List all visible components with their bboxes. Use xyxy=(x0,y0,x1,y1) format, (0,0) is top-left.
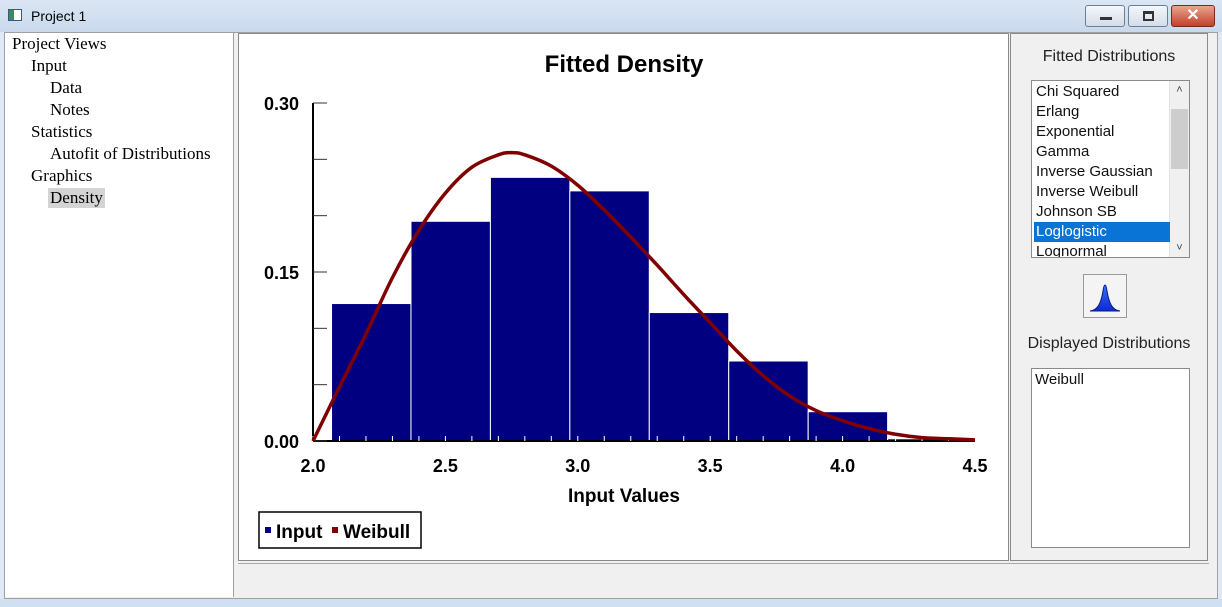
list-item[interactable]: Inverse Weibull xyxy=(1036,183,1139,200)
tree-item-graphics[interactable]: Graphics xyxy=(31,166,93,185)
y-tick-label: 0.00 xyxy=(264,432,299,452)
list-item[interactable]: Loglogistic xyxy=(1034,222,1170,242)
tree-item-input[interactable]: Input xyxy=(31,56,67,75)
x-tick-label: 4.0 xyxy=(830,456,855,476)
minimize-icon xyxy=(1100,17,1112,20)
x-tick-label: 2.5 xyxy=(433,456,458,476)
list-item[interactable]: Erlang xyxy=(1036,103,1080,120)
x-tick-label: 2.0 xyxy=(300,456,325,476)
chart-title: Fitted Density xyxy=(545,51,704,78)
maximize-button[interactable] xyxy=(1128,5,1168,27)
list-item[interactable]: Weibull xyxy=(1035,371,1084,388)
histogram-bar xyxy=(569,190,650,442)
maximize-icon xyxy=(1143,11,1154,21)
minimize-button[interactable] xyxy=(1085,5,1125,27)
tree-item-notes[interactable]: Notes xyxy=(50,100,90,119)
list-item[interactable]: Johnson SB xyxy=(1036,203,1117,220)
distributions-panel: Fitted Distributions ˄ ˅ Chi Squared Erla… xyxy=(1010,33,1208,561)
x-tick-label: 3.0 xyxy=(565,456,590,476)
legend-box xyxy=(258,511,422,549)
density-chart: Fitted Density 0.00 0.15 0.30 2.0 2.5 3.0 3.5 4.… xyxy=(258,51,988,549)
tree-item-autofit-of-distributions[interactable]: Autofit of Distributions xyxy=(50,144,211,163)
density-chart-panel: Fitted Density 0.00 0.15 0.30 2.0 2.5 3.0 3.5 4.… xyxy=(238,33,1009,561)
window-title-bar: Project 1 ✕ xyxy=(0,0,1222,32)
fitted-list-scrollbar[interactable]: ˄ ˅ xyxy=(1169,81,1189,257)
list-item[interactable]: Chi Squared xyxy=(1036,83,1120,100)
list-item[interactable]: Gamma xyxy=(1036,143,1090,160)
histogram-bar xyxy=(648,312,730,442)
legend-label-input: Input xyxy=(276,522,323,543)
legend-label-weibull: Weibull xyxy=(343,522,410,543)
project-views-tree: Project Views Input Data Notes Statistics Aut… xyxy=(5,33,234,597)
displayed-distributions-label: Displayed Distributions xyxy=(1027,335,1191,352)
tree-item-statistics[interactable]: Statistics xyxy=(31,122,93,141)
list-item[interactable]: Lognormal xyxy=(1036,243,1107,258)
close-icon: ✕ xyxy=(1186,7,1200,24)
list-item[interactable]: Exponential xyxy=(1036,123,1115,140)
scroll-thumb[interactable] xyxy=(1171,109,1188,169)
tree-item-density[interactable]: Density xyxy=(48,188,105,208)
histogram-bar xyxy=(489,176,571,442)
weibull-curve xyxy=(311,150,976,442)
tree-item-project-views[interactable]: Project Views xyxy=(12,34,107,53)
x-tick-label: 4.5 xyxy=(962,456,987,476)
fitted-distributions-list[interactable]: ˄ ˅ Chi Squared Erlang Exponential Gamma Inv… xyxy=(1031,80,1190,258)
displayed-distributions-list[interactable]: Weibull xyxy=(1031,368,1190,548)
window-bottom-edge xyxy=(0,599,1222,607)
close-button[interactable]: ✕ xyxy=(1171,5,1215,27)
window-title: Project 1 xyxy=(31,8,87,24)
histogram-bar xyxy=(410,220,491,442)
app-icon xyxy=(8,9,22,21)
y-tick-label: 0.30 xyxy=(264,94,299,114)
legend-swatch-weibull xyxy=(332,527,338,533)
list-item[interactable]: Inverse Gaussian xyxy=(1036,163,1153,180)
histogram-bar xyxy=(807,411,889,442)
legend-swatch-input xyxy=(265,527,271,533)
tree-item-data[interactable]: Data xyxy=(50,78,83,97)
x-axis-label: Input Values xyxy=(568,486,680,507)
scroll-down-arrow-icon[interactable]: ˅ xyxy=(1176,242,1183,254)
y-tick-label: 0.15 xyxy=(264,263,299,283)
density-shape-icon xyxy=(1089,284,1121,312)
display-distribution-button[interactable] xyxy=(1083,274,1127,318)
fitted-distributions-label: Fitted Distributions xyxy=(1042,48,1176,65)
x-tick-label: 3.5 xyxy=(698,456,723,476)
status-bar xyxy=(238,563,1209,598)
scroll-up-arrow-icon[interactable]: ˄ xyxy=(1176,84,1183,96)
